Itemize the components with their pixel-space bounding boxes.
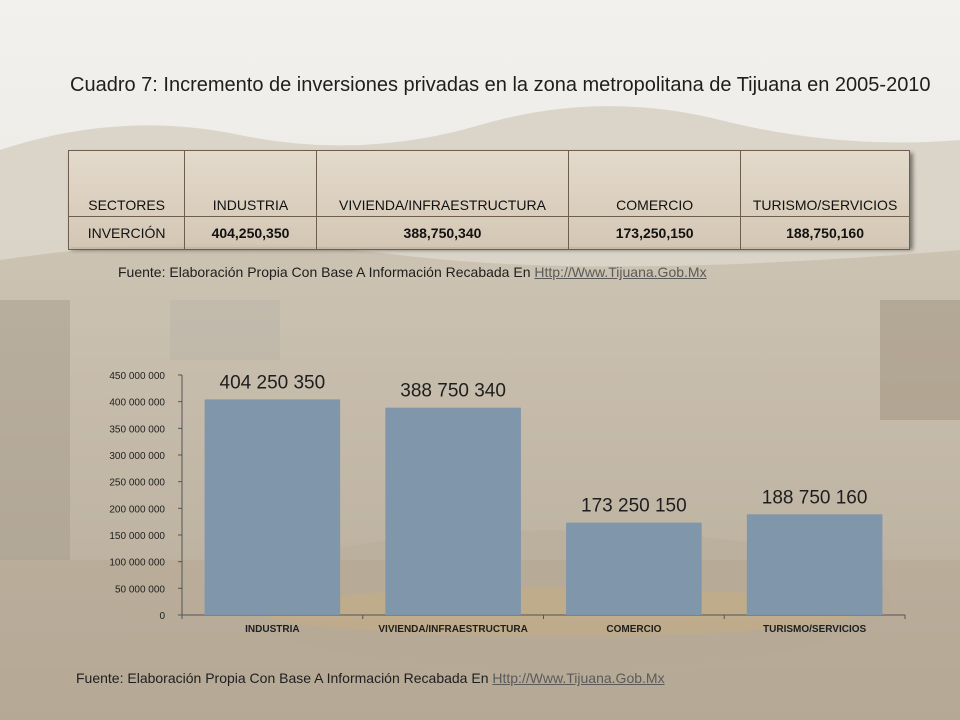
bar xyxy=(566,522,702,615)
table-header-turismo: TURISMO/SERVICIOS xyxy=(740,150,910,217)
data-label: 388 750 340 xyxy=(400,381,506,402)
data-label: 404 250 350 xyxy=(220,372,326,393)
bar xyxy=(204,399,341,615)
x-tick-label: TURISMO/SERVICIOS xyxy=(763,624,866,635)
y-tick-label: 0 xyxy=(159,611,165,622)
x-tick-label: COMERCIO xyxy=(606,624,661,635)
y-tick-label: 150 000 000 xyxy=(109,531,165,542)
table-header-sectores: SECTORES xyxy=(67,150,186,217)
chart-labels: INDUSTRIA 404 250 350 VIVIENDA/INFRAESTRUC… xyxy=(220,372,868,635)
y-tick-label: 450 000 000 xyxy=(109,371,165,382)
table-header-industria: INDUSTRIA xyxy=(184,150,317,217)
y-tick-label: 350 000 000 xyxy=(109,424,165,435)
data-label: 173 250 150 xyxy=(581,496,687,517)
bar xyxy=(746,514,883,615)
y-tick-label: 100 000 000 xyxy=(109,558,165,569)
table-value-comercio: 173,250,150 xyxy=(568,216,742,250)
y-tick-label: 400 000 000 xyxy=(109,398,165,409)
table-value-vivienda: 388,750,340 xyxy=(315,216,570,250)
investment-table: SECTORES INDUSTRIA VIVIENDA/INFRAESTRUCT… xyxy=(67,150,910,250)
y-tick-label: 200 000 000 xyxy=(109,504,165,515)
x-tick-label: INDUSTRIA xyxy=(245,624,299,635)
table-row-label: INVERCIÓN xyxy=(67,216,186,250)
table-header-comercio: COMERCIO xyxy=(568,150,742,217)
table-header-vivienda: VIVIENDA/INFRAESTRUCTURA xyxy=(315,150,570,217)
source-note-top: Fuente: Elaboración Propia Con Base A In… xyxy=(118,264,707,280)
source-link[interactable]: Http://Www.Tijuana.Gob.Mx xyxy=(534,264,707,280)
y-tick-label: 50 000 000 xyxy=(115,584,165,595)
bar xyxy=(385,407,521,615)
table-value-industria: 404,250,350 xyxy=(184,216,317,250)
source-text: Fuente: Elaboración Propia Con Base A In… xyxy=(118,264,535,280)
x-tick-label: VIVIENDA/INFRAESTRUCTURA xyxy=(378,624,527,635)
table-value-turismo: 188,750,160 xyxy=(740,216,910,250)
y-tick-label: 300 000 000 xyxy=(109,451,165,462)
data-label: 188 750 160 xyxy=(762,487,868,508)
slide-title: Cuadro 7: Incremento de inversiones priv… xyxy=(70,74,931,96)
chart-bars xyxy=(204,399,883,615)
source-text: Fuente: Elaboración Propia Con Base A In… xyxy=(76,670,493,686)
y-tick-label: 250 000 000 xyxy=(109,478,165,489)
source-link[interactable]: Http://Www.Tijuana.Gob.Mx xyxy=(492,670,665,686)
source-note-bottom: Fuente: Elaboración Propia Con Base A In… xyxy=(76,670,665,686)
